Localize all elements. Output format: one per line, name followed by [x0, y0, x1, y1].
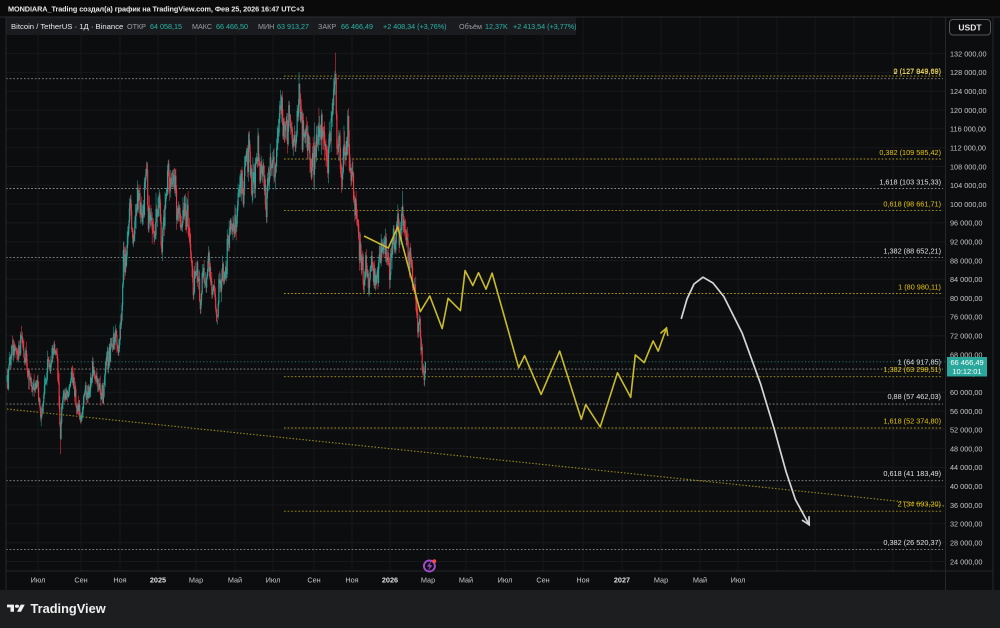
- svg-text:1,618 (52 374,80): 1,618 (52 374,80): [883, 416, 941, 425]
- svg-text:96 000,00: 96 000,00: [950, 219, 982, 228]
- svg-text:1 (80 980,11): 1 (80 980,11): [898, 282, 941, 291]
- svg-text:10:12:01: 10:12:01: [952, 367, 981, 376]
- svg-text:36 000,00: 36 000,00: [950, 501, 982, 510]
- svg-text:100 000,00: 100 000,00: [950, 200, 987, 209]
- svg-text:60 000,00: 60 000,00: [950, 388, 982, 397]
- svg-text:40 000,00: 40 000,00: [950, 482, 982, 491]
- svg-text:Сен: Сен: [74, 576, 87, 585]
- svg-text:Июл: Июл: [498, 576, 513, 585]
- svg-text:1,382 (63 298,51): 1,382 (63 298,51): [883, 365, 941, 374]
- svg-text:92 000,00: 92 000,00: [950, 238, 982, 247]
- svg-text:120 000,00: 120 000,00: [950, 106, 987, 115]
- svg-text:Мар: Мар: [189, 576, 203, 585]
- svg-text:Ноя: Ноя: [113, 576, 126, 585]
- svg-text:56 000,00: 56 000,00: [950, 407, 982, 416]
- svg-text:2 (34 693,20): 2 (34 693,20): [898, 499, 941, 508]
- svg-text:24 000,00: 24 000,00: [950, 557, 982, 566]
- svg-text:Bitcoin / TetherUS · 1Д · Bina: Bitcoin / TetherUS · 1Д · Binance: [11, 22, 123, 31]
- svg-text:1 (64 917,85): 1 (64 917,85): [898, 357, 941, 366]
- svg-text:Июл: Июл: [31, 576, 46, 585]
- svg-text:Сен: Сен: [536, 576, 549, 585]
- svg-text:68 000,00: 68 000,00: [950, 350, 982, 359]
- svg-text:108 000,00: 108 000,00: [950, 162, 987, 171]
- svg-text:2025: 2025: [150, 576, 166, 585]
- svg-text:0,618 (41 183,49): 0,618 (41 183,49): [883, 469, 941, 478]
- svg-text:72 000,00: 72 000,00: [950, 332, 982, 341]
- svg-text:128 000,00: 128 000,00: [950, 68, 987, 77]
- svg-text:80 000,00: 80 000,00: [950, 294, 982, 303]
- svg-text:0,88 (57 462,03): 0,88 (57 462,03): [887, 392, 941, 401]
- svg-text:104 000,00: 104 000,00: [950, 181, 987, 190]
- svg-text:1,618 (103 315,33): 1,618 (103 315,33): [879, 177, 941, 186]
- svg-text:84 000,00: 84 000,00: [950, 275, 982, 284]
- svg-text:Мар: Мар: [654, 576, 668, 585]
- svg-text:Ноя: Ноя: [345, 576, 358, 585]
- svg-text:USDT: USDT: [958, 22, 982, 32]
- svg-text:2027: 2027: [614, 576, 630, 585]
- svg-text:76 000,00: 76 000,00: [950, 313, 982, 322]
- svg-text:48 000,00: 48 000,00: [950, 444, 982, 453]
- svg-text:Май: Май: [693, 576, 707, 585]
- svg-text:112 000,00: 112 000,00: [950, 144, 986, 153]
- svg-text:28 000,00: 28 000,00: [950, 539, 982, 548]
- svg-text:MONDIARA_Trading создал(а) гра: MONDIARA_Trading создал(а) график на Tra…: [8, 5, 304, 14]
- svg-text:88 000,00: 88 000,00: [950, 256, 982, 265]
- svg-text:Мар: Мар: [421, 576, 435, 585]
- svg-text:Июл: Июл: [266, 576, 281, 585]
- svg-text:44 000,00: 44 000,00: [950, 463, 982, 472]
- svg-text:Май: Май: [228, 576, 242, 585]
- svg-text:2026: 2026: [382, 576, 398, 585]
- svg-text:116 000,00: 116 000,00: [950, 125, 986, 134]
- svg-text:124 000,00: 124 000,00: [950, 87, 987, 96]
- svg-text:66 466,49: 66 466,49: [950, 358, 983, 367]
- svg-text:32 000,00: 32 000,00: [950, 520, 982, 529]
- svg-text:Июл: Июл: [731, 576, 746, 585]
- svg-text:132 000,00: 132 000,00: [950, 49, 987, 58]
- svg-text:TradingView: TradingView: [31, 601, 106, 616]
- svg-text:Сен: Сен: [307, 576, 320, 585]
- svg-text:Ноя: Ноя: [576, 576, 589, 585]
- svg-text:0,618 (98 661,71): 0,618 (98 661,71): [883, 199, 941, 208]
- svg-text:0,382 (26 520,37): 0,382 (26 520,37): [883, 538, 941, 547]
- svg-text:Май: Май: [459, 576, 473, 585]
- svg-text:1,382 (88 652,21): 1,382 (88 652,21): [883, 246, 941, 255]
- svg-text:0,382 (109 585,42): 0,382 (109 585,42): [879, 148, 941, 157]
- svg-text:52 000,00: 52 000,00: [950, 426, 982, 435]
- svg-text:2 (127 849,69): 2 (127 849,69): [894, 67, 941, 76]
- svg-text:0 (127 049,69): 0 (127 049,69): [894, 66, 941, 75]
